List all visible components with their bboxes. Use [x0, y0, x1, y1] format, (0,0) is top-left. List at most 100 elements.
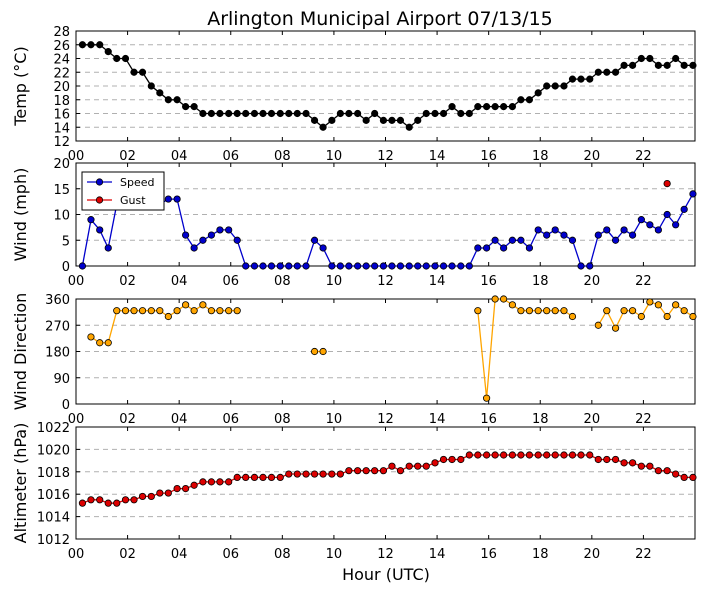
data-point-temp: [603, 68, 611, 76]
y-tick-label: 1022: [37, 421, 70, 436]
data-point-direction: [543, 307, 551, 315]
data-point-altimeter: [560, 451, 568, 459]
y-axis-label: Wind Direction: [11, 293, 30, 411]
data-point-altimeter: [405, 462, 413, 470]
data-point-direction: [156, 307, 164, 315]
x-tick-label: 00: [68, 412, 85, 427]
data-point-direction: [121, 307, 130, 315]
data-point-altimeter: [543, 451, 551, 459]
data-point-speed: [628, 231, 637, 239]
data-point-temp: [310, 116, 319, 124]
data-point-altimeter: [465, 451, 473, 459]
data-point-altimeter: [431, 459, 439, 467]
data-point-temp: [611, 68, 620, 76]
data-point-temp: [500, 103, 508, 111]
y-tick-label: 12: [53, 135, 70, 150]
data-point-speed: [672, 221, 680, 229]
data-point-altimeter: [362, 467, 370, 475]
data-point-temp: [586, 75, 594, 83]
x-tick-label: 04: [171, 274, 188, 289]
data-point-temp: [654, 61, 662, 69]
data-point-speed: [328, 262, 336, 270]
data-point-speed: [483, 244, 491, 252]
data-point-altimeter: [285, 470, 293, 478]
series-line-direction: [90, 304, 238, 344]
data-point-temp: [620, 61, 628, 69]
y-tick-label: 0: [62, 398, 70, 413]
data-point-speed: [242, 262, 250, 270]
data-point-direction: [560, 307, 568, 315]
data-point-speed: [439, 262, 448, 270]
y-tick-label: 1012: [37, 533, 70, 548]
x-tick-label: 06: [222, 149, 239, 164]
y-tick-label: 180: [45, 346, 70, 361]
data-point-temp: [422, 109, 430, 118]
legend-marker-gust: [95, 196, 104, 204]
data-point-direction: [637, 312, 645, 321]
data-point-temp: [276, 109, 284, 118]
y-tick-label: 5: [62, 234, 70, 249]
data-point-temp: [130, 68, 138, 76]
x-tick-label: 06: [222, 274, 239, 289]
data-point-speed: [551, 226, 559, 234]
data-point-temp: [147, 82, 155, 90]
data-point-temp: [121, 54, 130, 63]
data-point-temp: [104, 48, 112, 56]
y-tick-label: 14: [53, 121, 70, 136]
data-point-altimeter: [267, 473, 276, 481]
data-point-altimeter: [551, 451, 559, 459]
data-point-altimeter: [345, 467, 353, 475]
x-tick-label: 18: [532, 149, 549, 164]
data-point-temp: [379, 116, 388, 124]
data-point-temp: [637, 54, 645, 63]
data-point-temp: [87, 41, 95, 49]
data-point-temp: [448, 103, 456, 111]
data-point-direction: [474, 307, 482, 315]
data-point-temp: [431, 109, 439, 118]
data-point-speed: [525, 244, 534, 252]
x-tick-label: 12: [377, 412, 394, 427]
data-point-temp: [680, 61, 688, 69]
x-tick-label: 20: [584, 149, 601, 164]
x-tick-label: 12: [377, 274, 394, 289]
y-tick-label: 90: [53, 372, 70, 387]
data-point-temp: [568, 75, 577, 83]
data-point-temp: [78, 41, 87, 49]
data-point-speed: [431, 262, 439, 270]
x-tick-label: 12: [377, 149, 394, 164]
data-point-speed: [259, 262, 267, 270]
data-point-temp: [267, 109, 276, 118]
data-point-speed: [620, 226, 628, 234]
plot-frame: [75, 426, 696, 540]
data-point-direction: [628, 307, 637, 315]
data-point-altimeter: [216, 478, 224, 486]
data-point-altimeter: [78, 499, 87, 507]
data-point-direction: [491, 295, 499, 303]
data-point-altimeter: [474, 451, 482, 459]
x-tick-label: 22: [635, 412, 652, 427]
data-point-direction: [689, 312, 697, 321]
data-point-altimeter: [396, 467, 405, 475]
y-tick-label: 24: [53, 53, 70, 68]
data-point-altimeter: [310, 470, 319, 478]
data-point-altimeter: [534, 451, 542, 459]
data-point-speed: [173, 195, 181, 203]
data-point-altimeter: [448, 455, 456, 464]
data-point-direction: [104, 339, 112, 347]
data-point-altimeter: [672, 470, 680, 478]
data-point-temp: [328, 116, 336, 124]
data-point-altimeter: [138, 492, 147, 501]
y-tick-label: 1016: [37, 488, 70, 503]
data-point-altimeter: [620, 459, 628, 467]
data-point-direction: [594, 321, 602, 329]
data-point-speed: [448, 262, 456, 270]
x-tick-label: 08: [274, 547, 291, 562]
data-point-altimeter: [680, 473, 688, 481]
data-point-altimeter: [190, 481, 198, 489]
data-point-altimeter: [276, 473, 284, 481]
data-point-direction: [551, 307, 559, 315]
data-point-temp: [345, 109, 353, 118]
x-axis-label: Hour (UTC): [342, 565, 430, 584]
